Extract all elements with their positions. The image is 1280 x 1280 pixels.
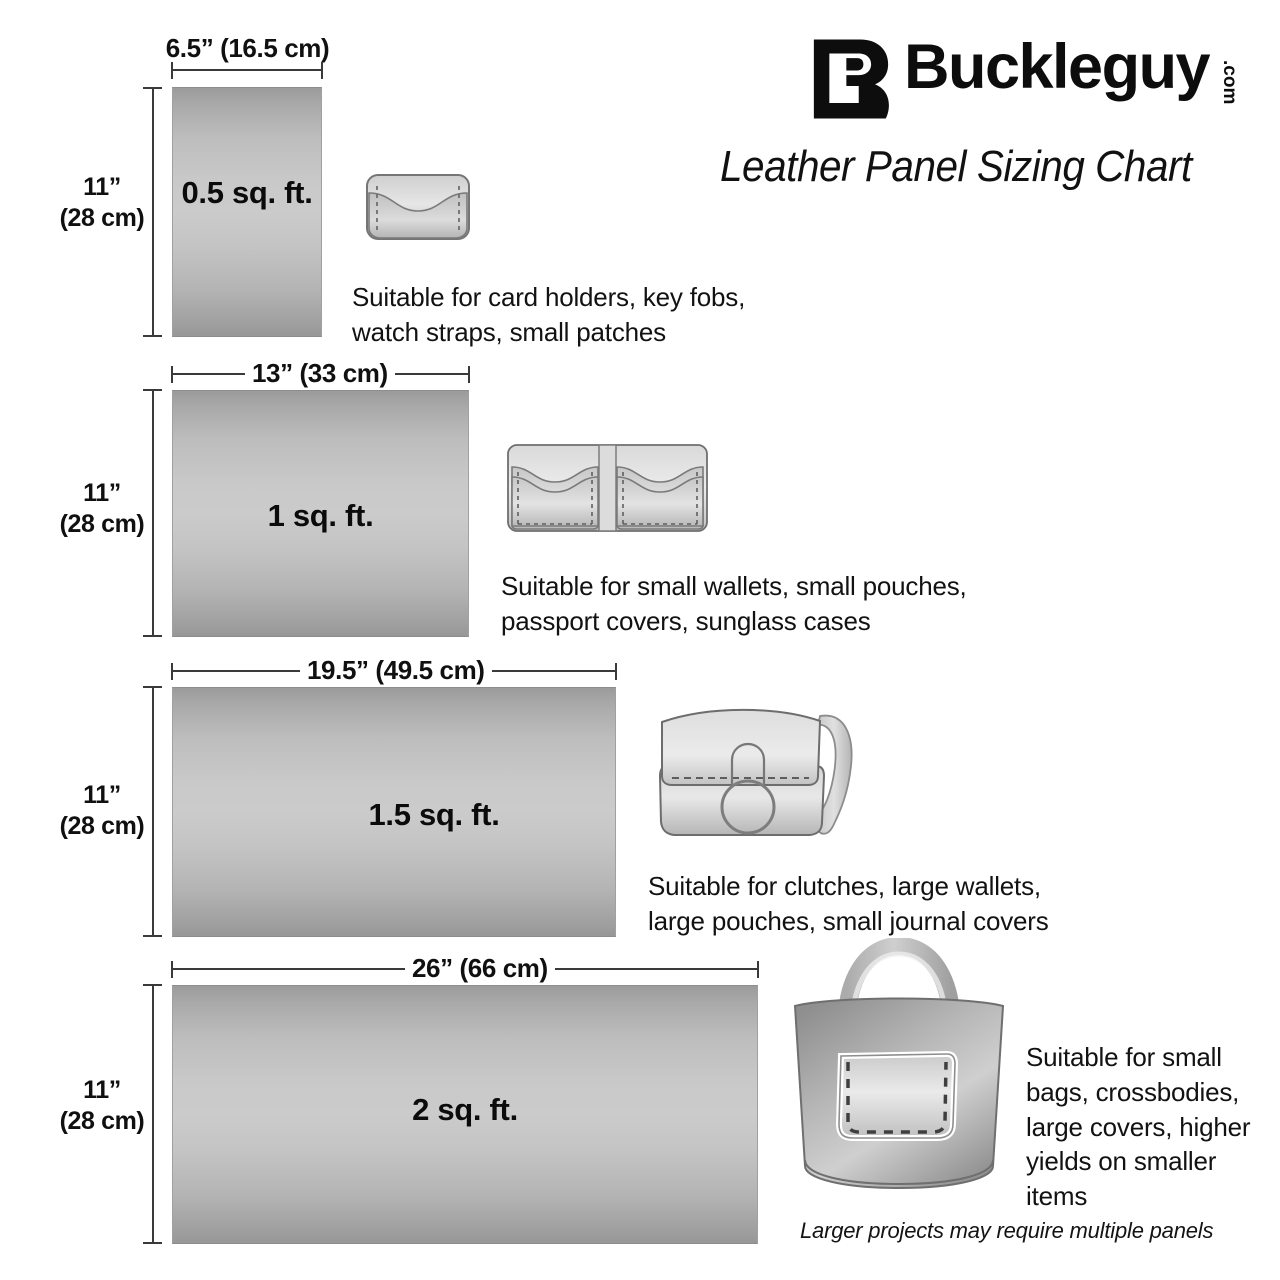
panel-0-5-sqft [172,87,322,337]
row-0-height-label: 11” (28 cm) [59,173,145,232]
row-1-height-dimline [152,390,154,636]
row-2-description: Suitable for clutches, large wallets, la… [648,871,1049,936]
row-0-height-dimline [152,88,154,336]
panel-1-sqft-label: 1 sq. ft. [267,498,374,533]
row-1-height-cap-bottom [143,635,162,637]
row-1-width-cap-left [171,366,173,383]
panel-0-5-sqft-label: 0.5 sq. ft. [181,175,313,210]
row-0-height-cap-bottom [143,335,162,337]
row-3-width-label: 26” (66 cm) [405,953,555,984]
row-0-width-cap-right [321,62,323,79]
row-0-height-cap-top [143,87,162,89]
panel-2-sqft [172,985,758,1244]
row-2-height-label: 11” (28 cm) [59,781,145,840]
row-0-width-cap-left [171,62,173,79]
chart-footnote: Larger projects may require multiple pan… [800,1218,1214,1243]
bifold-wallet-icon [505,440,710,545]
row-3-width-cap-right [757,961,759,978]
panel-2-sqft-label: 2 sq. ft. [412,1092,518,1127]
row-1-width-cap-right [468,366,470,383]
row-0-description: Suitable for card holders, key fobs, wat… [352,282,746,347]
row-3-width-cap-left [171,961,173,978]
tote-bag-icon [785,936,1013,1205]
row-1-height-label: 11” (28 cm) [59,479,145,538]
row-0-width-label: 6.5” (16.5 cm) [165,33,330,63]
panel-1-sqft [172,390,469,637]
row-2-height-cap-bottom [143,935,162,937]
row-0-width-dimline [172,69,322,71]
row-2-width-cap-right [615,663,617,680]
panel-1-5-sqft-label: 1.5 sq. ft. [368,797,500,832]
clutch-wristlet-icon [648,694,886,854]
buckleguy-logo-icon [812,38,890,120]
row-2-height-cap-top [143,686,162,688]
row-1-width-label: 13” (33 cm) [245,358,395,389]
row-1-height-cap-top [143,389,162,391]
row-3-height-label: 11” (28 cm) [59,1076,145,1135]
row-2-width-cap-left [171,663,173,680]
row-2-height-dimline [152,687,154,936]
row-3-height-dimline [152,985,154,1243]
row-3-description: Suitable for small bags, crossbodies, la… [1026,1042,1251,1212]
brand-tld: .com [1219,60,1240,105]
row-3-height-cap-bottom [143,1242,162,1244]
row-1-description: Suitable for small wallets, small pouche… [501,571,967,636]
panel-1-5-sqft [172,687,616,937]
card-holder-icon [362,166,474,255]
chart-title: Leather Panel Sizing Chart [720,142,1192,191]
brand-header: Buckleguy .com Leather Panel Sizing Char… [720,32,1252,198]
row-2-width-label: 19.5” (49.5 cm) [300,655,492,686]
row-3-height-cap-top [143,984,162,986]
brand-wordmark: Buckleguy [904,32,1211,102]
